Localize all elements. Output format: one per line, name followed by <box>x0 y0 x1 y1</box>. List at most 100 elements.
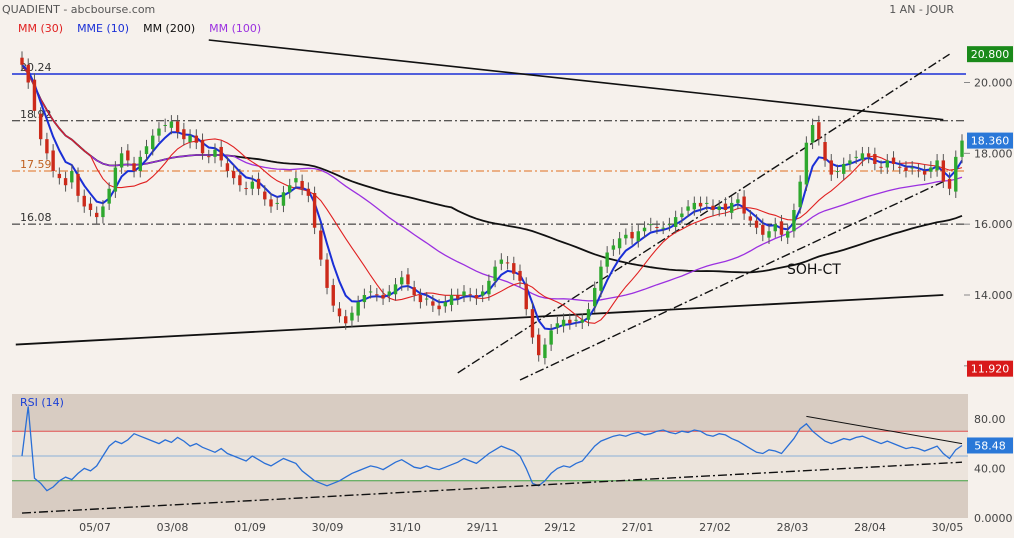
candle-body <box>151 135 155 150</box>
candle-body <box>673 217 678 227</box>
candle-body <box>144 146 149 155</box>
candle-body <box>947 178 952 189</box>
indicator-legend: MM (30) MME (10) MM (200) MM (100) <box>18 22 261 35</box>
candle-body <box>717 206 721 210</box>
mme10-line <box>21 64 963 331</box>
candle-body <box>798 181 802 208</box>
candle-body <box>88 203 93 210</box>
candle-body <box>829 160 833 175</box>
ma200-line <box>21 64 963 274</box>
last-price-badge: 18.360 <box>971 135 1010 148</box>
candle-body <box>543 344 547 359</box>
candle-body <box>922 171 927 175</box>
candle-body <box>169 121 174 128</box>
candle-body <box>599 266 603 291</box>
candle-body <box>412 287 416 295</box>
candle-body <box>810 125 815 143</box>
low-badge: 11.920 <box>971 363 1010 376</box>
candle-body <box>493 266 497 281</box>
candle-body <box>138 156 142 172</box>
candle-body <box>860 153 865 160</box>
candle-body <box>866 153 871 157</box>
candle-body <box>792 210 796 232</box>
candle-body <box>400 277 404 285</box>
price-tick-label: 14.000 <box>974 289 1013 302</box>
candle-body <box>362 295 367 303</box>
candle-body <box>574 319 578 321</box>
candle-body <box>250 181 255 189</box>
candle-body <box>188 135 192 142</box>
candle-body <box>512 263 516 274</box>
candle-body <box>505 262 510 264</box>
candle-body <box>941 160 946 182</box>
legend-mm30: MM (30) <box>18 22 64 35</box>
candle-body <box>655 227 659 228</box>
candle-body <box>462 291 466 296</box>
candle-body <box>898 166 902 168</box>
candle-body <box>300 180 304 189</box>
candle-body <box>356 302 360 316</box>
candle-body <box>910 167 914 169</box>
candle-body <box>175 121 180 133</box>
candle-body <box>113 167 118 192</box>
last-price-badge-bg <box>967 132 1013 149</box>
candle-body <box>437 305 441 310</box>
date-tick-label: 31/10 <box>389 521 421 534</box>
candle-body <box>57 173 62 179</box>
candle-body <box>487 280 491 295</box>
date-tick-label: 27/02 <box>699 521 731 534</box>
candle-body <box>624 234 628 239</box>
candle-body <box>20 57 24 65</box>
low-badge-bg <box>967 360 1013 377</box>
candle-body <box>70 171 74 183</box>
candle-body <box>711 205 715 210</box>
candle-body <box>294 178 298 183</box>
candle-body <box>319 230 323 260</box>
candle-body <box>101 206 105 218</box>
date-tick-label: 27/01 <box>622 521 654 534</box>
rsi-last-badge-bg <box>967 437 1013 454</box>
date-tick-label: 28/04 <box>854 521 886 534</box>
candle-body <box>51 150 55 172</box>
date-tick-label: 29/11 <box>467 521 499 534</box>
rsi-line <box>21 406 963 492</box>
candle-body <box>916 170 921 172</box>
candle-body <box>817 122 821 140</box>
channel-lower-line <box>519 181 944 381</box>
candle-body <box>748 216 753 221</box>
candle-body <box>368 291 373 293</box>
candle-body <box>107 188 111 204</box>
candle-body <box>387 291 391 296</box>
candle-body <box>649 224 653 226</box>
candle-body <box>842 163 846 174</box>
high-badge: 20.800 <box>971 48 1010 61</box>
date-tick-label: 30/09 <box>312 521 344 534</box>
candle-body <box>393 284 398 295</box>
candle-body <box>667 224 672 226</box>
candle-body <box>680 213 684 218</box>
ma100-line <box>21 64 963 302</box>
candle-body <box>350 312 354 321</box>
candle-body <box>418 295 423 303</box>
rsi-tick-label: 0.0000 <box>974 512 1013 525</box>
candle-body <box>269 199 273 207</box>
candle-body <box>381 295 385 299</box>
candle-body <box>375 294 379 296</box>
candle-body <box>885 160 889 168</box>
chart-period: 1 AN - JOUR <box>889 3 954 16</box>
candle-body <box>705 202 709 204</box>
rsi-last-badge: 58.48 <box>974 439 1006 452</box>
candle-body <box>287 185 292 193</box>
candle-body <box>630 231 634 239</box>
date-tick-label: 05/07 <box>79 521 111 534</box>
chart-title: QUADIENT - abcbourse.com <box>2 3 156 16</box>
high-badge-bg <box>967 46 1013 63</box>
rsi-resistance-trendline <box>806 415 963 445</box>
candle-body <box>443 302 448 307</box>
candle-body <box>26 64 30 83</box>
candle-body <box>312 193 317 228</box>
candle-body <box>742 196 746 214</box>
candle-body <box>480 291 485 296</box>
candle-body <box>238 175 242 186</box>
candle-body <box>891 157 896 164</box>
